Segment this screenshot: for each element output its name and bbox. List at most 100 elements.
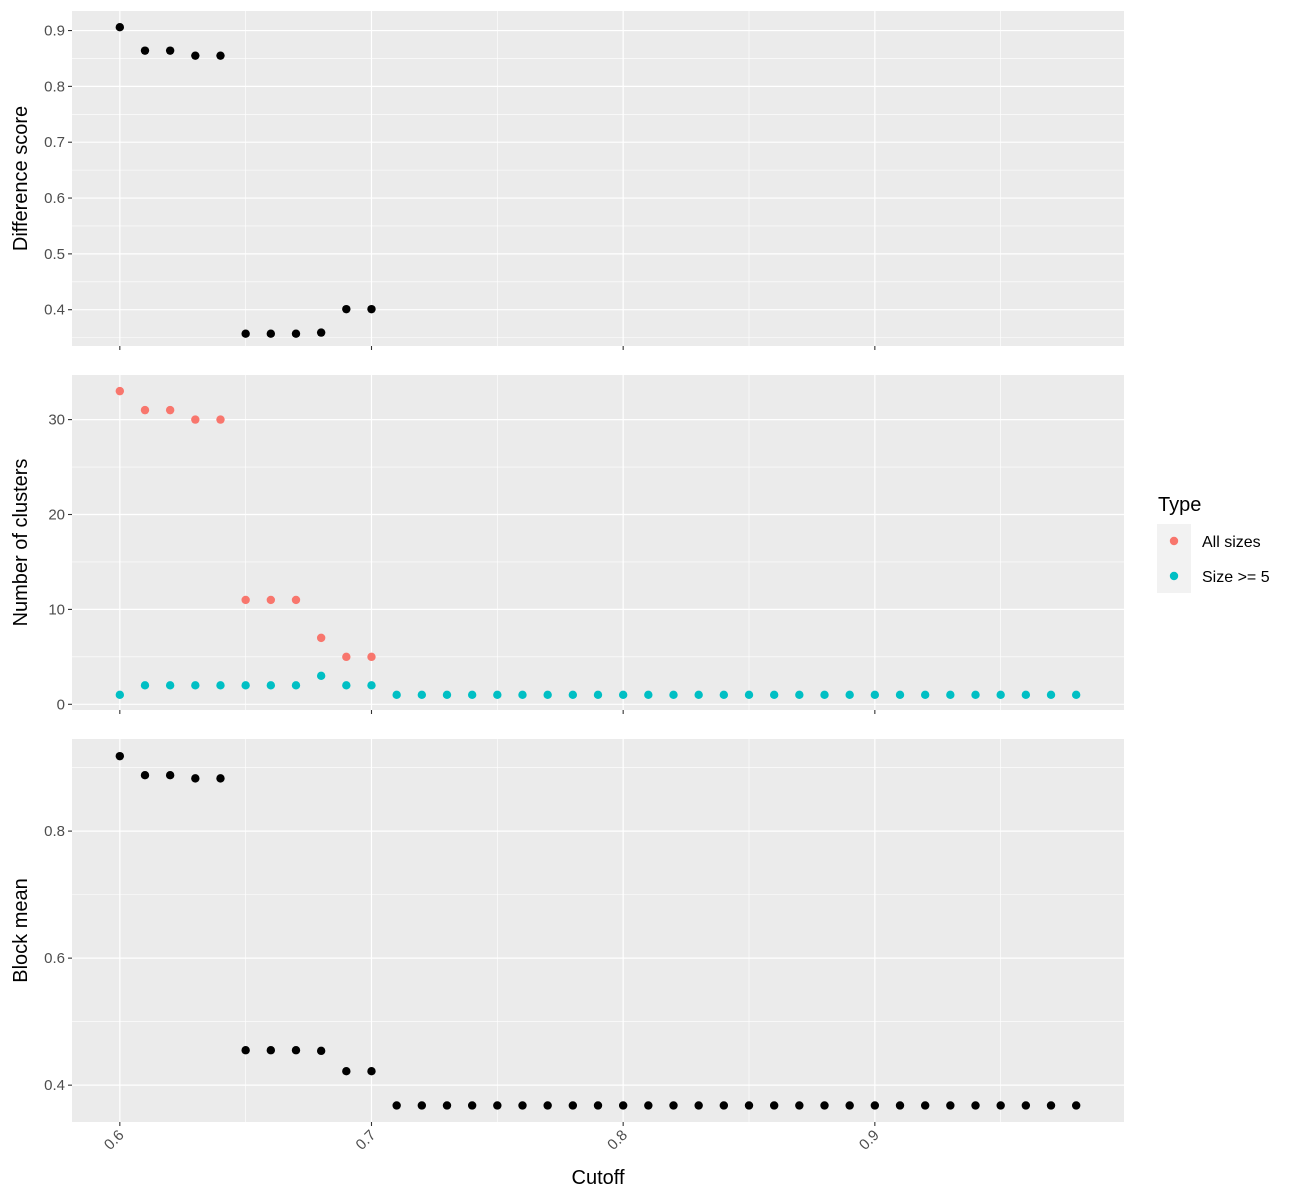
data-point-size-5 [266, 681, 276, 690]
y-tick-label: 0.6 [44, 190, 65, 207]
data-point-size-5 [694, 690, 703, 700]
data-point-series-0 [920, 1101, 930, 1110]
legend: Type All sizes Size >= 5 [1157, 494, 1270, 593]
data-point-all-sizes [316, 633, 326, 643]
data-point-size-5 [669, 690, 678, 700]
data-point-all-sizes [291, 595, 301, 605]
data-point-size-5 [241, 681, 250, 690]
data-point-size-5 [392, 690, 401, 700]
data-point-size-5 [895, 690, 905, 700]
data-point-all-sizes [241, 595, 250, 605]
legend-key-all-sizes [1169, 536, 1179, 546]
y-tick-label: 20 [48, 507, 65, 524]
x-tick-label: 0.6 [101, 1127, 128, 1154]
y-tick-label: 0.8 [44, 823, 65, 840]
y-axis-title: Block mean [10, 878, 32, 983]
y-tick-label: 30 [48, 412, 65, 429]
data-point-series-0 [644, 1101, 653, 1110]
data-point-series-0 [820, 1101, 829, 1110]
data-point-series-0 [342, 304, 351, 314]
panel-background [72, 11, 1124, 346]
data-point-all-sizes [266, 595, 276, 605]
legend-key-size-ge-5 [1169, 571, 1179, 581]
x-axis: 0.6 0.7 0.8 0.9 [101, 1127, 883, 1154]
data-point-size-5 [593, 690, 603, 700]
data-point-size-5 [568, 690, 578, 700]
data-point-all-sizes [165, 405, 175, 415]
data-point-series-0 [115, 751, 125, 761]
data-point-size-5 [769, 690, 779, 700]
data-point-size-5 [1021, 690, 1031, 700]
data-point-all-sizes [367, 652, 376, 662]
legend-key-background [1157, 524, 1191, 593]
y-tick-label: 10 [48, 601, 65, 618]
data-point-series-0 [165, 46, 175, 55]
x-tick-label: 0.9 [856, 1127, 883, 1154]
data-point-series-0 [367, 304, 376, 314]
data-point-size-5 [140, 681, 150, 690]
data-point-series-0 [316, 1046, 326, 1056]
legend-title: Type [1158, 494, 1201, 516]
data-point-series-0 [744, 1101, 754, 1110]
y-tick-label: 0 [57, 696, 65, 713]
panel-block-mean: 0.4 0.6 0.8 Block mean [10, 739, 1124, 1126]
data-point-series-0 [316, 328, 326, 337]
legend-label-size-ge-5: Size >= 5 [1202, 569, 1270, 586]
data-point-size-5 [316, 671, 326, 681]
data-point-size-5 [467, 690, 477, 700]
data-point-series-0 [493, 1101, 502, 1110]
data-point-series-0 [115, 22, 125, 32]
y-tick-label: 0.8 [44, 78, 65, 95]
data-point-series-0 [191, 51, 200, 60]
data-point-size-5 [971, 690, 980, 700]
data-point-size-5 [795, 690, 804, 700]
data-point-series-0 [241, 1046, 250, 1055]
data-point-size-5 [845, 690, 854, 700]
data-point-series-0 [694, 1101, 703, 1110]
legend-label-all-sizes: All sizes [1202, 534, 1261, 551]
data-point-all-sizes [216, 415, 225, 424]
y-tick-label: 0.4 [44, 1077, 65, 1094]
x-tick-label: 0.7 [353, 1127, 380, 1154]
data-point-series-0 [1021, 1101, 1031, 1110]
data-point-series-0 [795, 1101, 804, 1110]
data-point-series-0 [291, 1046, 301, 1055]
data-point-series-0 [367, 1066, 376, 1076]
data-point-all-sizes [140, 405, 150, 415]
data-point-series-0 [442, 1101, 452, 1110]
data-point-series-0 [1071, 1101, 1081, 1110]
y-tick-label: 0.7 [44, 134, 65, 151]
data-point-size-5 [618, 690, 628, 700]
data-point-series-0 [291, 329, 301, 338]
panel-background [72, 375, 1124, 710]
panel-difference-score: 0.4 0.5 0.6 0.7 0.8 0.9 Difference score [10, 11, 1124, 350]
data-point-size-5 [367, 681, 376, 690]
data-point-series-0 [845, 1101, 854, 1110]
data-point-series-0 [518, 1101, 527, 1110]
y-axis-title: Difference score [10, 106, 32, 251]
data-point-series-0 [165, 771, 175, 780]
data-point-series-0 [971, 1101, 980, 1110]
data-point-size-5 [1046, 690, 1056, 700]
data-point-series-0 [1046, 1101, 1056, 1110]
data-point-series-0 [719, 1101, 729, 1110]
data-point-series-0 [266, 1046, 276, 1055]
data-point-series-0 [769, 1101, 779, 1110]
data-point-series-0 [140, 771, 150, 780]
data-point-series-0 [342, 1066, 351, 1076]
panel-background [72, 739, 1124, 1122]
plot-panels: 0.4 0.5 0.6 0.7 0.8 0.9 Difference score 0 10 20 3… [10, 11, 1124, 1126]
data-point-size-5 [744, 690, 754, 700]
data-point-size-5 [291, 681, 301, 690]
data-point-size-5 [946, 690, 955, 700]
y-tick-label: 0.6 [44, 950, 65, 967]
data-point-series-0 [870, 1101, 880, 1110]
data-point-series-0 [593, 1101, 603, 1110]
panel-number-of-clusters: 0 10 20 30 Number of clusters [10, 375, 1124, 714]
data-point-size-5 [543, 690, 552, 700]
data-point-all-sizes [115, 386, 125, 396]
y-tick-label: 0.4 [44, 302, 65, 319]
data-point-size-5 [719, 690, 729, 700]
data-point-all-sizes [191, 415, 200, 424]
data-point-series-0 [266, 329, 276, 338]
